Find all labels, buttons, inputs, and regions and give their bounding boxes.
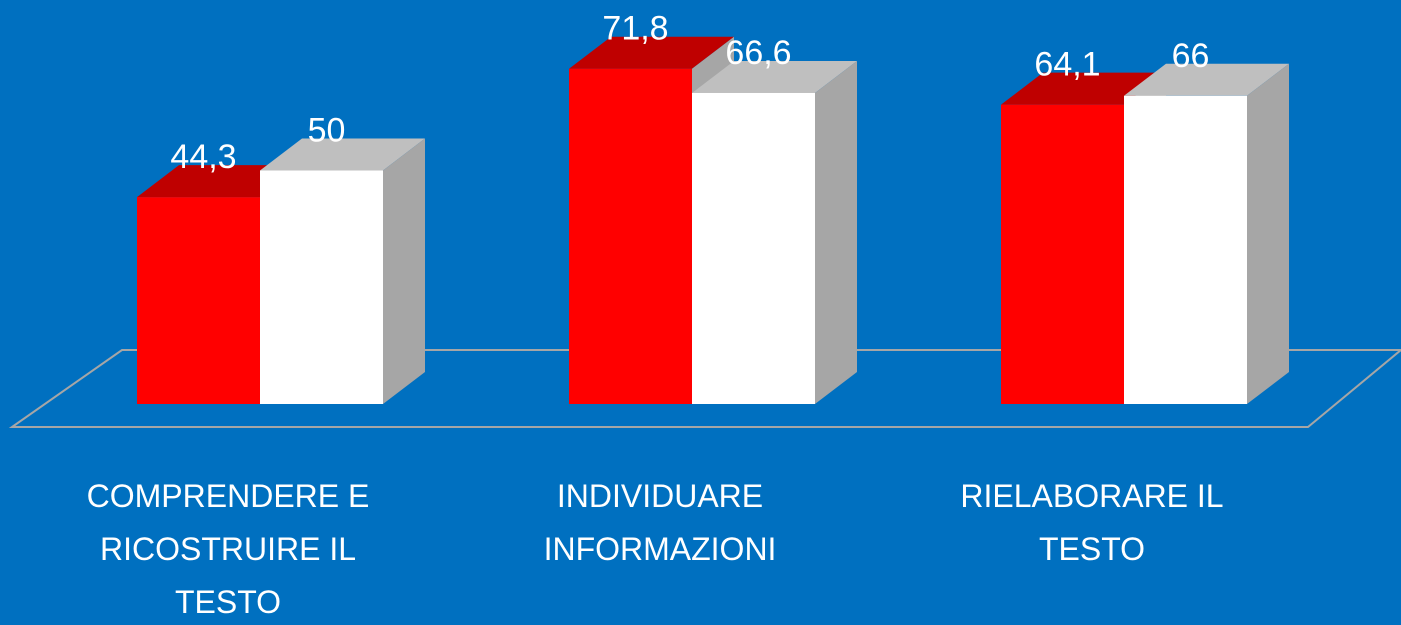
value-label: 66: [1172, 37, 1210, 75]
bar-top: [260, 138, 425, 171]
category-label: INDIVIDUARE INFORMAZIONI: [543, 478, 777, 567]
floor: [8, 349, 1401, 428]
bar-top: [1124, 63, 1289, 96]
value-label: 44,3: [170, 138, 236, 176]
bar-front: [569, 68, 692, 404]
bar: [260, 138, 425, 404]
bar-front: [692, 92, 815, 404]
value-label: 66,6: [725, 34, 791, 72]
value-label: 71,8: [602, 10, 668, 48]
bar-front: [137, 197, 260, 404]
bar-front: [260, 170, 383, 404]
bar-top: [569, 36, 734, 69]
bar-side: [383, 138, 425, 404]
bar-side: [1247, 63, 1289, 404]
category-label: RIELABORARE IL TESTO: [960, 478, 1224, 567]
bar-top: [692, 60, 857, 93]
value-label: 64,1: [1034, 46, 1100, 84]
bar-side: [815, 60, 857, 405]
bar-front: [1124, 95, 1247, 404]
value-label: 50: [308, 111, 346, 149]
category-label: COMPRENDERE E RICOSTRUIRE IL TESTO: [86, 478, 370, 620]
bar: [692, 60, 857, 405]
bar: [1124, 63, 1289, 404]
bar-front: [1001, 104, 1124, 404]
